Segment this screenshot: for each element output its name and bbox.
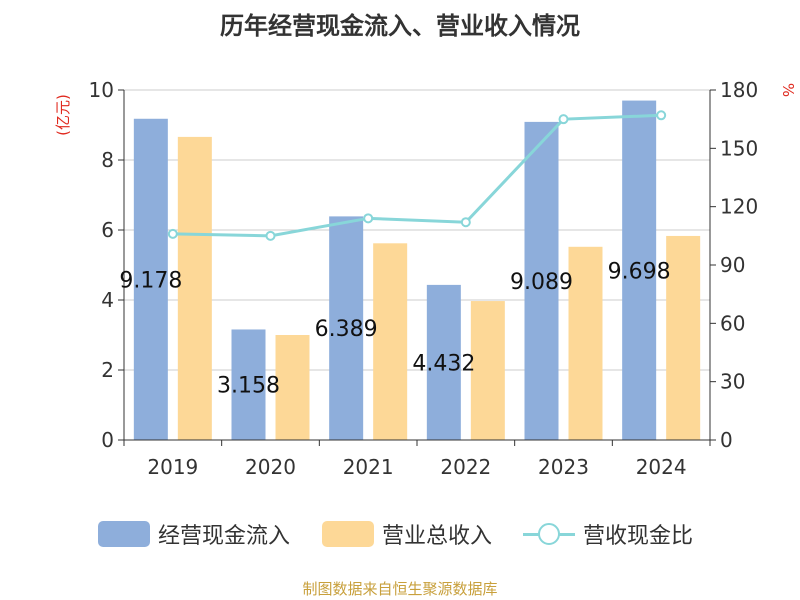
ratio-point xyxy=(265,230,276,241)
y-left-tick-label: 4 xyxy=(101,288,114,312)
bar-revenue xyxy=(666,235,701,440)
chart-title: 历年经营现金流入、营业收入情况 xyxy=(220,12,580,40)
y-right-tick-label: 0 xyxy=(720,428,733,452)
legend-label-cash-inflow: 经营现金流入 xyxy=(158,524,291,549)
x-tick-label: 2019 xyxy=(147,455,198,479)
bar-revenue xyxy=(470,301,505,440)
bar-data-label: 9.089 xyxy=(510,270,573,295)
y-right-tick-label: 90 xyxy=(720,253,745,277)
legend-label-ratio: 营收现金比 xyxy=(583,524,694,549)
bar-data-label: 6.389 xyxy=(315,317,378,342)
y-right-tick-label: 30 xyxy=(720,370,745,394)
axes: 0 2 4 6 8 10 0 30 60 90 120 150 180 2019 2020 2021 2022 2… xyxy=(89,78,759,479)
bar-cash-inflow xyxy=(329,216,364,440)
y-right-tick-label: 180 xyxy=(720,78,758,102)
bar-revenue xyxy=(373,243,408,440)
data-labels: 9.178 3.158 6.389 4.432 9.089 9.698 xyxy=(119,259,670,398)
ratio-line xyxy=(167,110,667,241)
bar-cash-inflow xyxy=(133,118,168,441)
x-tick-label: 2021 xyxy=(343,455,394,479)
ratio-line-path xyxy=(172,113,662,238)
ratio-point xyxy=(460,217,471,228)
bar-cash-inflow xyxy=(231,329,266,440)
legend-swatch-revenue xyxy=(322,521,374,547)
legend-item-cash-inflow[interactable]: 经营现金流入 xyxy=(98,514,290,554)
gridlines xyxy=(124,89,710,371)
y-left-tick-label: 2 xyxy=(101,358,114,382)
y-left-tick-label: 0 xyxy=(101,428,114,452)
y-right-tick-label: 60 xyxy=(720,311,745,335)
ratio-point xyxy=(167,228,178,239)
y-right-tick-label: 150 xyxy=(720,136,758,160)
ratio-point xyxy=(363,213,374,224)
x-tick-label: 2023 xyxy=(538,455,589,479)
y-right-tick-label: 120 xyxy=(720,195,758,219)
bar-revenue xyxy=(275,335,310,440)
y-left-axis-title: (亿元) xyxy=(54,94,72,136)
legend: 经营现金流入 营业总收入 营收现金比 xyxy=(0,514,800,554)
bar-cash-inflow xyxy=(426,284,461,440)
legend-item-revenue[interactable]: 营业总收入 xyxy=(322,514,492,554)
source-note: 制图数据来自恒生聚源数据库 xyxy=(302,580,498,598)
x-tick-label: 2022 xyxy=(440,455,491,479)
legend-line-marker-icon xyxy=(523,521,575,547)
bar-cash-inflow xyxy=(524,121,559,440)
y-left-tick-label: 8 xyxy=(101,148,114,172)
legend-label-revenue: 营业总收入 xyxy=(382,524,493,549)
y-left-tick-label: 10 xyxy=(89,78,114,102)
bar-data-label: 4.432 xyxy=(412,351,475,376)
bar-data-label: 9.698 xyxy=(608,259,671,284)
legend-swatch-cash-inflow xyxy=(98,521,150,547)
bars xyxy=(133,100,701,441)
bar-data-label: 3.158 xyxy=(217,374,280,399)
x-tick-label: 2020 xyxy=(245,455,296,479)
y-left-tick-label: 6 xyxy=(101,218,114,242)
ratio-point xyxy=(656,110,667,121)
ratio-point xyxy=(558,114,569,125)
x-tick-label: 2024 xyxy=(636,455,687,479)
bar-revenue xyxy=(568,246,603,440)
bar-data-label: 9.178 xyxy=(119,268,182,293)
legend-item-ratio[interactable]: 营收现金比 xyxy=(523,514,693,554)
bar-cash-inflow xyxy=(622,100,657,440)
bar-revenue xyxy=(177,136,212,440)
y-right-axis-title: % xyxy=(779,83,797,97)
